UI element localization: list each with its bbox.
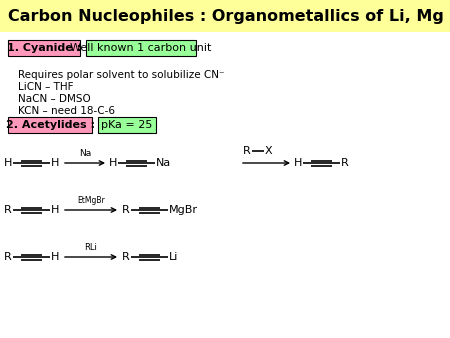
FancyBboxPatch shape (8, 117, 92, 133)
Text: RLi: RLi (85, 243, 98, 252)
Text: R: R (341, 158, 349, 168)
Text: H: H (4, 158, 12, 168)
Text: KCN – need 18-C-6: KCN – need 18-C-6 (18, 106, 115, 116)
Bar (0, 0, 450, 32)
Text: Well known 1 carbon unit: Well known 1 carbon unit (70, 43, 212, 53)
Text: NaCN – DMSO: NaCN – DMSO (18, 94, 91, 104)
Text: 2. Acetylides :: 2. Acetylides : (5, 120, 94, 130)
Text: X: X (265, 146, 273, 156)
Text: H: H (108, 158, 117, 168)
Text: R: R (243, 146, 251, 156)
Text: 1. Cyanide :: 1. Cyanide : (7, 43, 81, 53)
Text: R: R (122, 252, 130, 262)
Text: R: R (122, 205, 130, 215)
Text: Na: Na (156, 158, 171, 168)
Text: H: H (51, 205, 59, 215)
Text: Na: Na (79, 149, 91, 158)
FancyBboxPatch shape (8, 40, 80, 56)
Text: pKa = 25: pKa = 25 (101, 120, 153, 130)
Text: H: H (51, 252, 59, 262)
Text: H: H (293, 158, 302, 168)
FancyBboxPatch shape (98, 117, 156, 133)
Text: Requires polar solvent to solubilize CN⁻: Requires polar solvent to solubilize CN⁻ (18, 70, 225, 80)
Text: EtMgBr: EtMgBr (77, 196, 105, 205)
Text: Carbon Nucleophiles : Organometallics of Li, Mg etc.: Carbon Nucleophiles : Organometallics of… (8, 8, 450, 24)
Text: R: R (4, 205, 12, 215)
Text: R: R (4, 252, 12, 262)
Text: H: H (51, 158, 59, 168)
Text: LiCN – THF: LiCN – THF (18, 82, 73, 92)
Text: MgBr: MgBr (169, 205, 198, 215)
Text: Li: Li (169, 252, 178, 262)
FancyBboxPatch shape (86, 40, 196, 56)
